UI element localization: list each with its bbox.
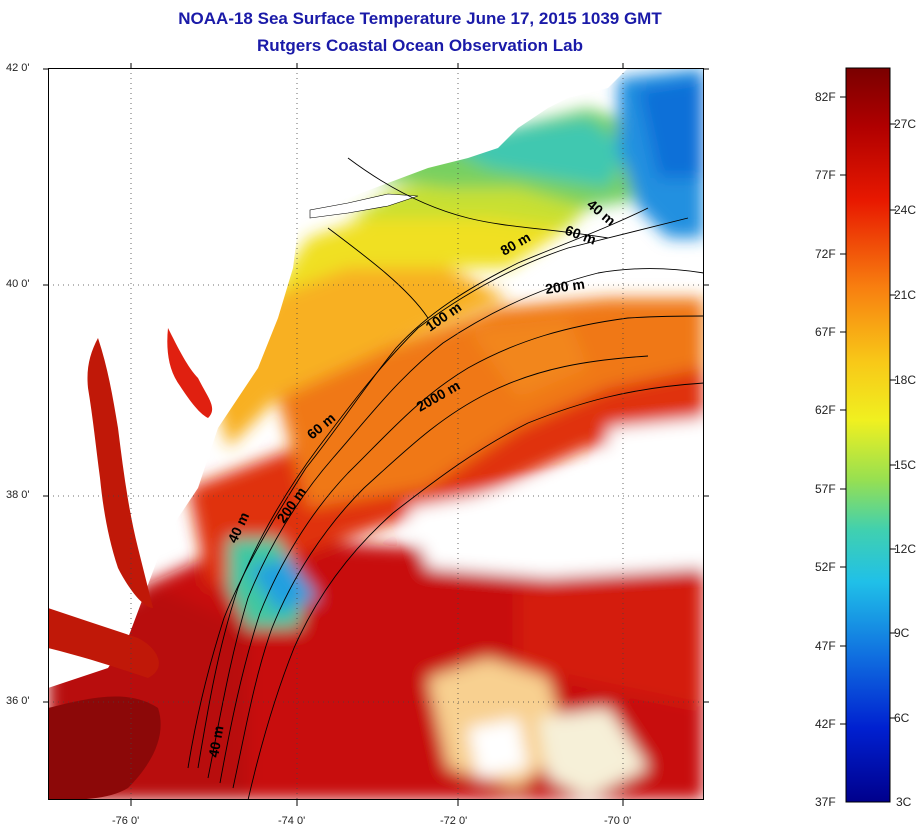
map-subtitle: Rutgers Coastal Ocean Observation Lab [257, 36, 583, 55]
land [48, 68, 704, 688]
colorbar-f-label: 72F [815, 247, 836, 261]
bathymetry-contours [187, 157, 704, 800]
colorbar-f-label: 42F [815, 717, 836, 731]
colorbar [840, 67, 896, 803]
colorbar-c-label: 27C [894, 117, 917, 131]
colorbar-c-label: 24C [894, 203, 917, 217]
colorbar-f-label: 62F [815, 403, 836, 417]
colorbar-f-label: 37F [815, 795, 836, 809]
chesapeake-bay [48, 328, 213, 800]
lat-tick-label: 40 0' [6, 278, 30, 290]
colorbar-c-label: 9C [894, 626, 910, 640]
colorbar-c-label: 21C [894, 288, 917, 302]
map-title: NOAA-18 Sea Surface Temperature June 17,… [178, 9, 662, 28]
colorbar-c-label: 15C [894, 458, 917, 472]
colorbar-c-label: 6C [894, 711, 910, 725]
lon-tick-label: -74 0' [278, 815, 306, 827]
colorbar-f-label: 52F [815, 560, 836, 574]
lon-tick-label: -72 0' [440, 815, 468, 827]
colorbar-gradient [845, 67, 891, 803]
colorbar-f-label: 67F [815, 325, 836, 339]
sst-field [48, 68, 704, 800]
colorbar-c-label: 12C [894, 542, 917, 556]
lat-tick-label: 42 0' [6, 62, 30, 74]
contour-label: 200 m [544, 276, 586, 297]
colorbar-c-label: 18C [894, 373, 917, 387]
lat-tick-label: 36 0' [6, 695, 30, 707]
graticule [48, 68, 704, 800]
lon-tick-label: -70 0' [604, 815, 632, 827]
lat-tick-label: 38 0' [6, 489, 30, 501]
colorbar-c-label: 3C [896, 795, 912, 809]
sst-map-svg: 40 m 60 m 80 m 200 m 100 m 2000 m 60 m 2… [48, 68, 704, 800]
lon-tick-label: -76 0' [112, 815, 140, 827]
colorbar-f-label: 82F [815, 90, 836, 104]
contour-label: 40 m [205, 724, 226, 758]
sst-map: 40 m 60 m 80 m 200 m 100 m 2000 m 60 m 2… [48, 68, 704, 800]
colorbar-f-label: 57F [815, 482, 836, 496]
colorbar-f-label: 77F [815, 168, 836, 182]
colorbar-f-label: 47F [815, 639, 836, 653]
